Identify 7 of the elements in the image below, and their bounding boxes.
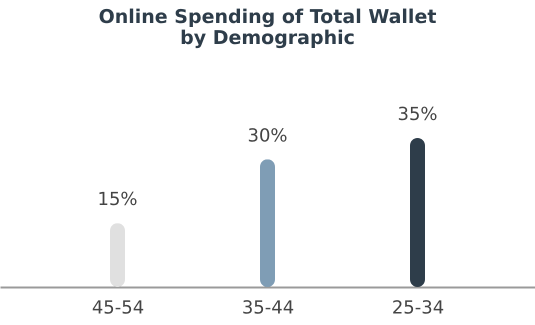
data-label: 30%: [247, 125, 288, 146]
x-tick-label: 45-54: [92, 298, 144, 318]
x-tick-label: 35-44: [242, 298, 294, 318]
data-label: 35%: [397, 104, 438, 125]
chart-title: Online Spending of Total Wallet by Demographic: [98, 6, 436, 49]
x-tick-label: 25-34: [392, 298, 444, 318]
data-label: 15%: [97, 189, 138, 210]
